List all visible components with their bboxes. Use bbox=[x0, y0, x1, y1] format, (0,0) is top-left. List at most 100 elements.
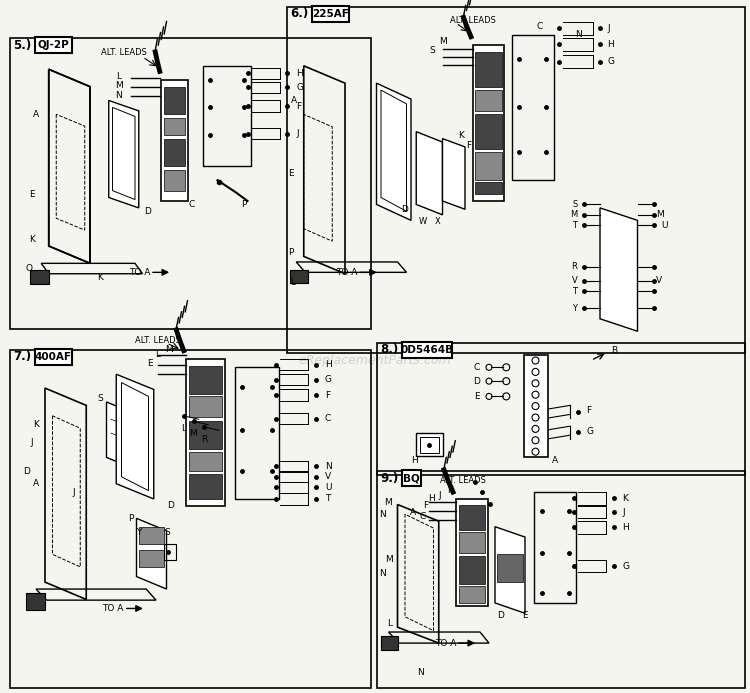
Bar bbox=[459, 505, 484, 530]
Polygon shape bbox=[109, 100, 139, 208]
Text: K: K bbox=[33, 420, 39, 428]
Text: F: F bbox=[325, 391, 330, 399]
Text: W: W bbox=[419, 218, 427, 226]
Bar bbox=[381, 636, 398, 650]
Text: 6.): 6.) bbox=[290, 8, 308, 20]
Bar bbox=[497, 554, 523, 582]
Text: E: E bbox=[522, 611, 528, 620]
Text: C: C bbox=[474, 363, 480, 371]
Text: S: S bbox=[164, 528, 170, 536]
Bar bbox=[164, 170, 185, 191]
Text: J: J bbox=[30, 438, 33, 446]
Text: U: U bbox=[325, 483, 332, 491]
Bar bbox=[30, 270, 49, 284]
Text: J: J bbox=[72, 488, 75, 496]
Bar bbox=[524, 355, 548, 457]
Bar bbox=[189, 474, 222, 499]
Text: L: L bbox=[116, 72, 121, 80]
Text: P: P bbox=[128, 514, 134, 523]
Text: U: U bbox=[662, 221, 668, 229]
Bar bbox=[377, 343, 745, 475]
Text: M: M bbox=[384, 498, 392, 507]
Polygon shape bbox=[161, 80, 188, 201]
Text: L: L bbox=[155, 351, 160, 359]
Text: R: R bbox=[201, 435, 207, 444]
Text: B: B bbox=[611, 346, 617, 355]
Bar bbox=[26, 593, 45, 610]
Polygon shape bbox=[495, 527, 525, 613]
Bar bbox=[164, 139, 185, 166]
Bar bbox=[377, 471, 745, 688]
Text: N: N bbox=[417, 668, 423, 676]
Polygon shape bbox=[416, 132, 442, 215]
Bar bbox=[164, 87, 185, 114]
Bar bbox=[189, 396, 222, 417]
Text: C: C bbox=[419, 512, 425, 520]
Polygon shape bbox=[600, 208, 638, 331]
Bar bbox=[475, 52, 502, 87]
Text: K: K bbox=[447, 486, 453, 495]
Text: J: J bbox=[439, 491, 442, 500]
Text: M: M bbox=[570, 211, 578, 219]
Text: C: C bbox=[325, 414, 331, 423]
Bar bbox=[164, 118, 185, 135]
Text: QJ-2P: QJ-2P bbox=[38, 40, 69, 50]
Text: S: S bbox=[430, 46, 436, 55]
Text: H: H bbox=[412, 457, 419, 465]
Text: ALT. LEADS: ALT. LEADS bbox=[135, 337, 181, 345]
Polygon shape bbox=[136, 518, 166, 589]
Bar bbox=[34, 37, 72, 53]
Text: X: X bbox=[435, 218, 441, 226]
Text: M: M bbox=[656, 211, 664, 219]
Text: D: D bbox=[401, 205, 409, 213]
Text: H: H bbox=[325, 360, 332, 369]
Text: Y: Y bbox=[572, 304, 578, 313]
Text: TO A: TO A bbox=[102, 604, 124, 613]
Bar bbox=[475, 152, 502, 180]
Text: N: N bbox=[379, 510, 386, 518]
Polygon shape bbox=[186, 359, 225, 506]
Polygon shape bbox=[472, 45, 504, 201]
Text: L: L bbox=[182, 424, 186, 432]
Text: H: H bbox=[622, 523, 629, 532]
Bar bbox=[189, 366, 222, 394]
Bar bbox=[189, 452, 222, 471]
Polygon shape bbox=[456, 499, 488, 606]
Text: J: J bbox=[608, 24, 610, 33]
Text: E: E bbox=[288, 169, 294, 177]
Text: R: R bbox=[572, 263, 578, 271]
Text: E: E bbox=[147, 360, 153, 368]
Text: G: G bbox=[296, 83, 303, 91]
Text: V: V bbox=[572, 277, 578, 285]
Text: 225AF: 225AF bbox=[312, 9, 350, 19]
Polygon shape bbox=[376, 83, 411, 220]
Text: J: J bbox=[622, 508, 626, 516]
Bar bbox=[10, 38, 371, 329]
Text: ALT. LEADS: ALT. LEADS bbox=[440, 476, 486, 484]
Bar bbox=[402, 342, 451, 358]
Text: ALT. LEADS: ALT. LEADS bbox=[101, 49, 147, 57]
Text: T: T bbox=[325, 495, 330, 503]
Text: G: G bbox=[608, 58, 614, 66]
Text: TO A: TO A bbox=[336, 268, 358, 277]
Text: ALT. LEADS: ALT. LEADS bbox=[450, 17, 496, 25]
Text: M: M bbox=[439, 37, 446, 46]
Text: BQ: BQ bbox=[403, 473, 420, 483]
Bar bbox=[10, 350, 371, 688]
Text: N: N bbox=[379, 570, 386, 578]
Text: H: H bbox=[427, 495, 434, 503]
Text: D: D bbox=[144, 207, 152, 216]
Bar bbox=[475, 114, 502, 149]
Bar bbox=[475, 90, 502, 111]
Text: K: K bbox=[458, 131, 464, 139]
Text: V: V bbox=[656, 277, 662, 285]
Text: K: K bbox=[97, 273, 103, 281]
Text: 8.): 8.) bbox=[380, 344, 398, 356]
Text: L: L bbox=[290, 279, 295, 287]
Text: E: E bbox=[29, 190, 35, 198]
Text: S: S bbox=[572, 200, 578, 209]
Text: G: G bbox=[325, 376, 332, 384]
Text: M: M bbox=[115, 82, 122, 90]
Text: Y: Y bbox=[136, 528, 142, 536]
Text: 5.): 5.) bbox=[13, 39, 31, 51]
